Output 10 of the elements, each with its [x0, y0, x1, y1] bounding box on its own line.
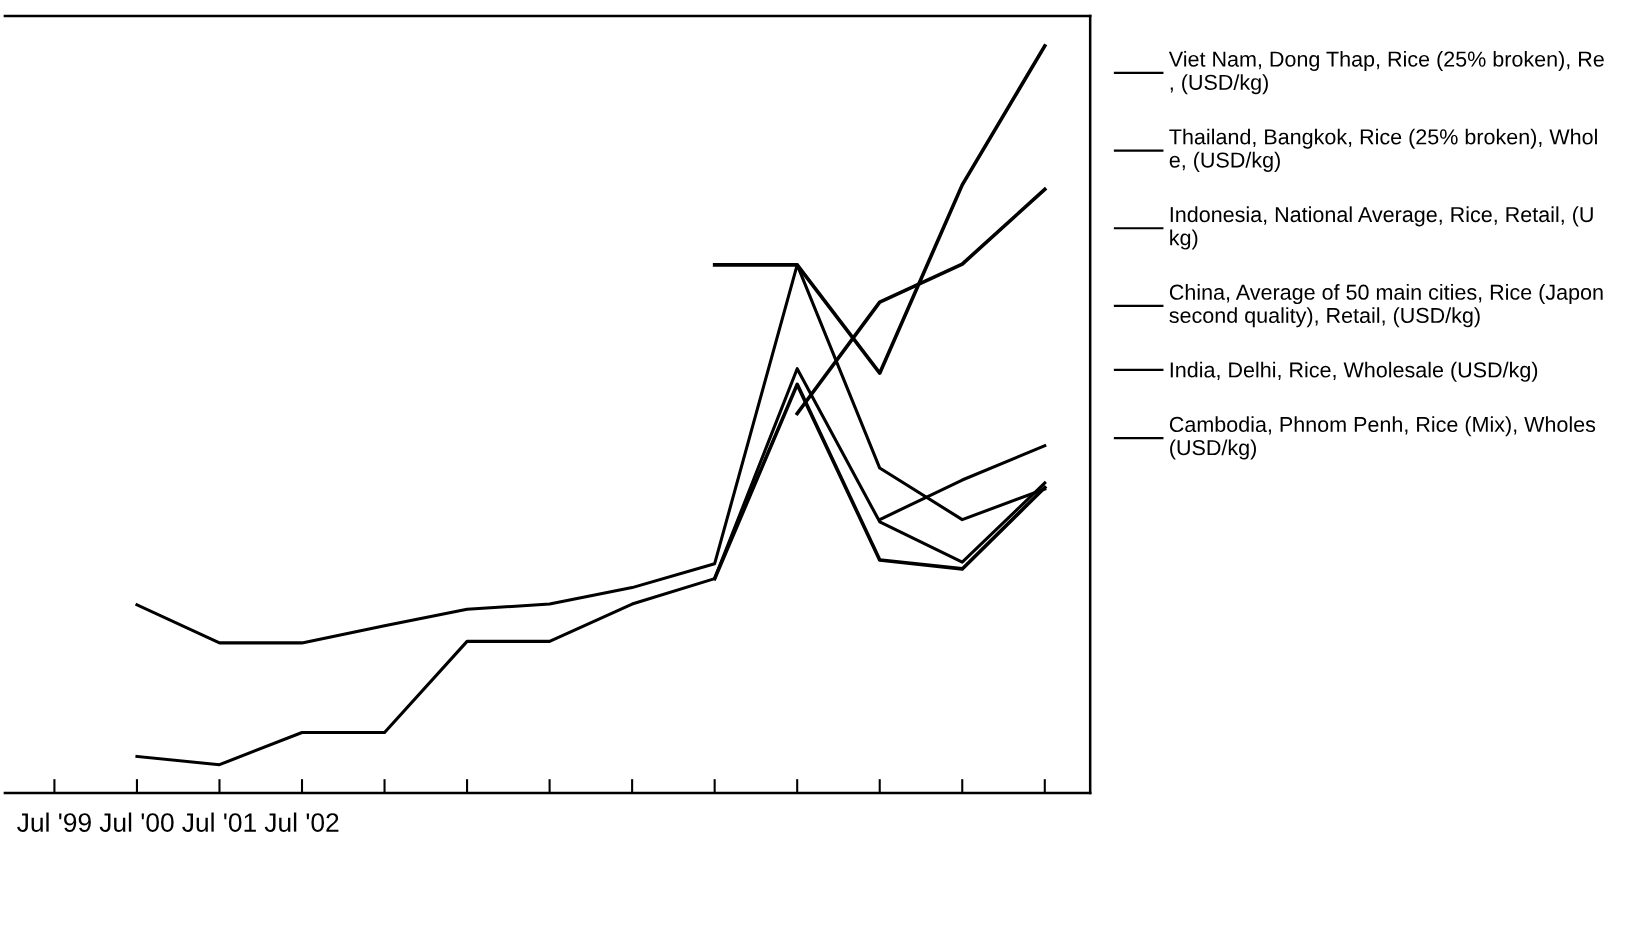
x-tick-label: Jul '99	[17, 812, 91, 832]
legend-label: India, Delhi, Rice, Wholesale (USD/kg)	[1170, 361, 1538, 382]
x-tick-label: Jul '01	[182, 812, 256, 832]
x-tick-label: Jul '00	[99, 812, 174, 832]
x-tick-label: Jul '02	[264, 812, 339, 832]
legend-label: China, Average of 50 main cities, Rice (Japon second quality), Retail, (USD/kg)	[1169, 284, 1603, 328]
legend-label: Thailand, Bangkok, Rice (25% broken), Whol e, (USD/kg)	[1169, 128, 1597, 172]
legend-label: Viet Nam, Dong Thap, Rice (25% broken), Re , (USD/kg)	[1168, 50, 1604, 95]
legend-label: Indonesia, National Average, Rice, Retail, (U kg)	[1170, 206, 1593, 250]
legend-label: Cambodia, Phnom Penh, Rice (Mix), Wholes (USD/kg)	[1169, 416, 1596, 460]
